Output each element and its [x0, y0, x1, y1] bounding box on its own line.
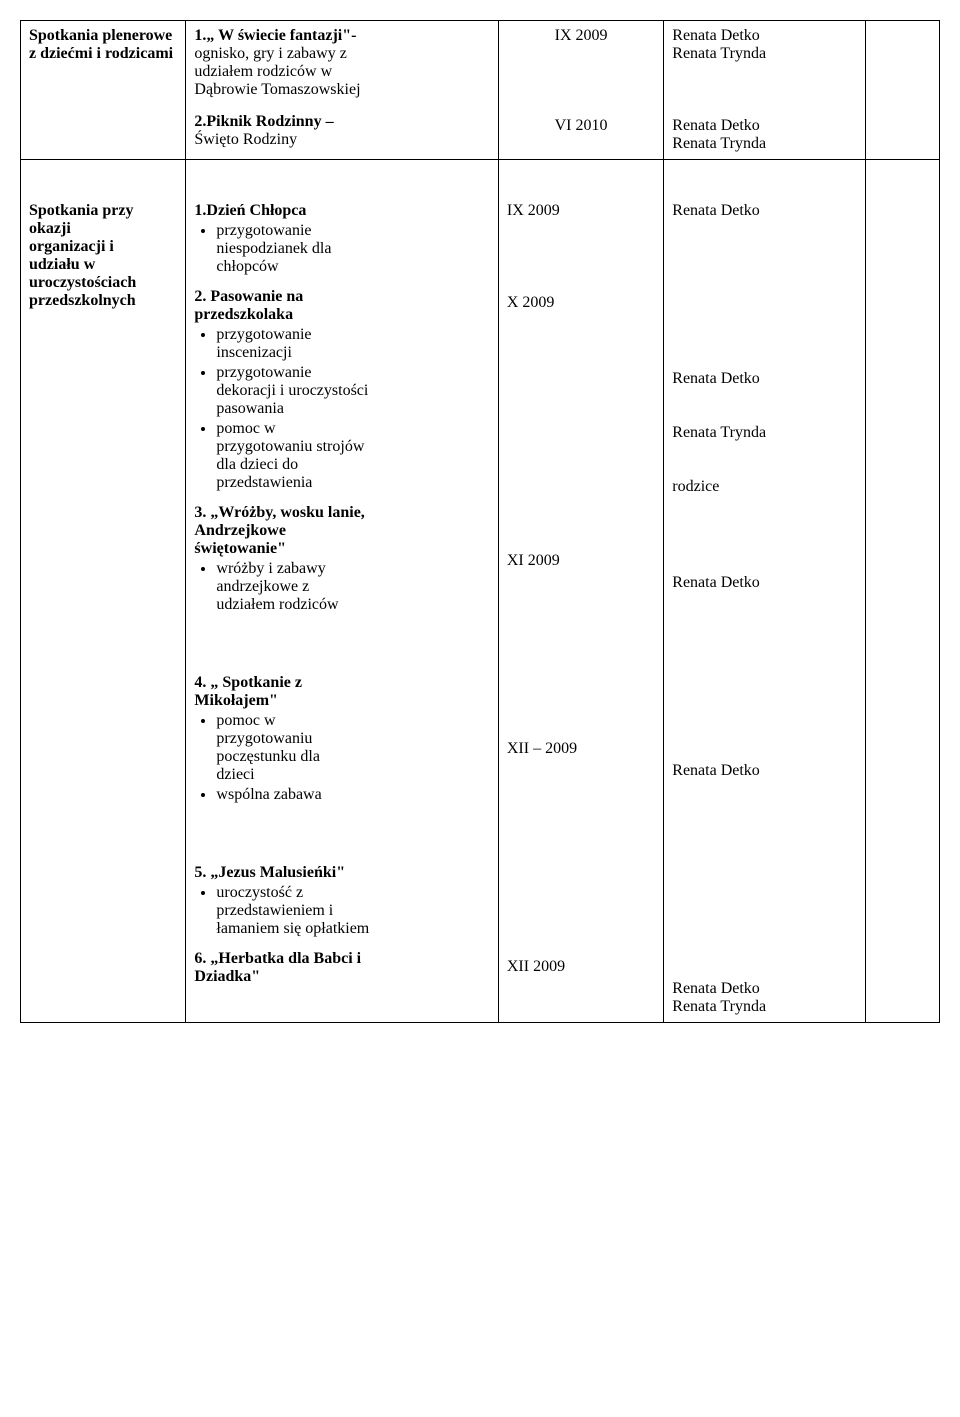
date-s1: IX 2009: [507, 202, 655, 220]
row2-title: organizacji i: [29, 238, 114, 255]
s2-title: przedszkolaka: [194, 306, 293, 323]
s4-title: 4. „ Spotkanie z: [194, 674, 302, 691]
person: Renata Detko: [672, 762, 857, 780]
document-table: Spotkania plenerowe z dziećmi i rodzicam…: [20, 20, 940, 1023]
date-s2: X 2009: [507, 294, 655, 312]
person: Renata Trynda: [672, 424, 857, 442]
list-item: uroczystość z przedstawieniem i łamaniem…: [216, 884, 489, 938]
s4-list: pomoc w przygotowaniu poczęstunku dla dz…: [194, 712, 489, 804]
s6-title: 6. „Herbatka dla Babci i: [194, 950, 361, 967]
date-s5: XII 2009: [507, 958, 655, 976]
row2-col3: IX 2009 X 2009 XI 2009 XII – 2009 XII 20…: [498, 160, 663, 1023]
row1-date2: VI 2010: [507, 117, 655, 135]
s1-list: przygotowanie niespodzianek dla chłopców: [194, 222, 489, 276]
row1-col4: Renata Detko Renata Trynda Renata Detko …: [664, 21, 866, 160]
row1-item1-desc: udziałem rodziców w: [194, 63, 332, 80]
row1-title: Spotkania plenerowe z dziećmi i rodzicam…: [29, 27, 177, 63]
row2-title: okazji: [29, 220, 71, 237]
row1-col5: [866, 21, 940, 160]
date-s3: XI 2009: [507, 552, 655, 570]
row1-item2-title: 2.Piknik Rodzinny –: [194, 113, 333, 130]
row2-title: uroczystościach: [29, 274, 136, 291]
row1-date1: IX 2009: [507, 27, 655, 45]
s4-title: Mikołajem": [194, 692, 278, 709]
row1-item1-desc: ognisko, gry i zabawy z: [194, 45, 346, 62]
person: rodzice: [672, 478, 857, 496]
row2-title: Spotkania przy: [29, 202, 133, 219]
row1-col3: IX 2009 VI 2010: [498, 21, 663, 160]
row1-person: Renata Detko: [672, 27, 857, 45]
s3-title: 3. „Wróżby, wosku lanie,: [194, 504, 364, 521]
s5-list: uroczystość z przedstawieniem i łamaniem…: [194, 884, 489, 938]
s5-title: 5. „Jezus Malusieńki": [194, 864, 489, 882]
s3-list: wróżby i zabawy andrzejkowe z udziałem r…: [194, 560, 489, 614]
date-s4: XII – 2009: [507, 740, 655, 758]
s1-title: 1.Dzień Chłopca: [194, 202, 489, 220]
list-item: pomoc w przygotowaniu strojów dla dzieci…: [216, 420, 489, 492]
list-item: wspólna zabawa: [216, 786, 489, 804]
s2-title: 2. Pasowanie na: [194, 288, 303, 305]
row2-col1: Spotkania przy okazji organizacji i udzi…: [21, 160, 186, 1023]
row1-col2: 1.„ W świecie fantazji"- ognisko, gry i …: [186, 21, 498, 160]
row2-title: udziału w: [29, 256, 95, 273]
list-item: przygotowanie dekoracji i uroczystości p…: [216, 364, 489, 418]
person: Renata Detko: [672, 370, 857, 388]
table-row: Spotkania przy okazji organizacji i udzi…: [21, 160, 940, 1023]
row1-person: Renata Detko: [672, 117, 857, 135]
row1-person: Renata Trynda: [672, 45, 857, 63]
list-item: wróżby i zabawy andrzejkowe z udziałem r…: [216, 560, 489, 614]
person: Renata Detko: [672, 202, 857, 220]
row2-title: przedszkolnych: [29, 292, 136, 309]
row2-col2: 1.Dzień Chłopca przygotowanie niespodzia…: [186, 160, 498, 1023]
row1-item1-desc: Dąbrowie Tomaszowskiej: [194, 81, 360, 98]
row2-col4: Renata Detko Renata Detko Renata Trynda …: [664, 160, 866, 1023]
s3-title: świętowanie": [194, 540, 286, 557]
list-item: przygotowanie niespodzianek dla chłopców: [216, 222, 489, 276]
list-item: pomoc w przygotowaniu poczęstunku dla dz…: [216, 712, 489, 784]
row1-person: Renata Trynda: [672, 135, 857, 153]
person: Renata Trynda: [672, 998, 857, 1016]
person: Renata Detko: [672, 980, 857, 998]
row2-col5: [866, 160, 940, 1023]
s2-list: przygotowanie inscenizacji przygotowanie…: [194, 326, 489, 492]
s3-title: Andrzejkowe: [194, 522, 286, 539]
row1-item2-desc: Święto Rodziny: [194, 131, 297, 148]
list-item: przygotowanie inscenizacji: [216, 326, 489, 362]
person: Renata Detko: [672, 574, 857, 592]
row1-col1: Spotkania plenerowe z dziećmi i rodzicam…: [21, 21, 186, 160]
table-row: Spotkania plenerowe z dziećmi i rodzicam…: [21, 21, 940, 160]
s6-title: Dziadka": [194, 968, 260, 985]
row1-item1-title: 1.„ W świecie fantazji"-: [194, 27, 356, 44]
